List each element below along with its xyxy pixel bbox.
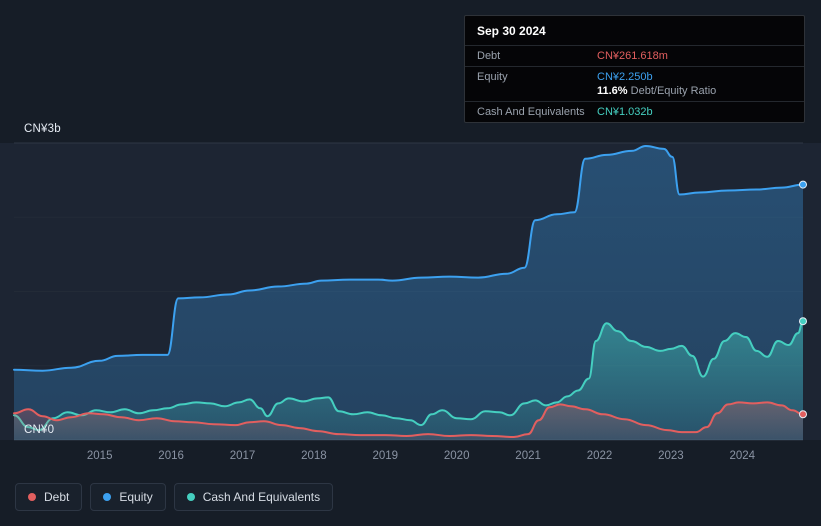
debt-end-marker xyxy=(799,410,807,419)
tooltip-cash-value: CN¥1.032b xyxy=(597,106,653,118)
cash-area xyxy=(14,321,803,440)
legend-chip-cash[interactable]: Cash And Equivalents xyxy=(173,483,334,511)
tooltip-equity-row: Equity CN¥2.250b 11.6% Debt/Equity Ratio xyxy=(465,67,804,101)
tooltip-divider xyxy=(465,66,804,67)
equity-legend-dot-icon xyxy=(103,493,112,501)
x-tick-label: 2022 xyxy=(587,450,613,462)
chart-legend: Debt Equity Cash And Equivalents xyxy=(15,483,334,511)
legend-label-debt: Debt xyxy=(44,490,70,504)
tooltip-ratio-value: 11.6% xyxy=(597,85,628,97)
tooltip-date: Sep 30 2024 xyxy=(477,24,546,38)
tooltip-divider xyxy=(465,101,804,102)
tooltip-cash-label: Cash And Equivalents xyxy=(477,106,585,118)
tooltip-equity-value-group: CN¥2.250b 11.6% Debt/Equity Ratio xyxy=(597,71,792,97)
x-tick-label: 2020 xyxy=(444,450,470,462)
x-tick-label: 2024 xyxy=(730,450,756,462)
chart-tooltip: Sep 30 2024 Debt CN¥261.618m Equity CN¥2… xyxy=(464,15,805,123)
x-tick-label: 2015 xyxy=(87,450,113,462)
tooltip-debt-value: CN¥261.618m xyxy=(597,50,668,62)
debt-legend-dot-icon xyxy=(28,493,36,501)
tooltip-ratio-line: 11.6% Debt/Equity Ratio xyxy=(597,85,792,97)
debt-line xyxy=(13,401,804,438)
y-axis-zero-label: CN¥0 xyxy=(24,424,55,436)
debt-area xyxy=(14,402,803,440)
equity-line xyxy=(13,145,804,372)
equity-end-marker xyxy=(799,180,807,189)
tooltip-equity-label: Equity xyxy=(477,71,508,83)
x-tick-label: 2019 xyxy=(373,450,399,462)
tooltip-debt-label: Debt xyxy=(477,50,501,62)
tooltip-ratio-label: Debt/Equity Ratio xyxy=(630,85,717,97)
legend-chip-debt[interactable]: Debt xyxy=(15,483,83,511)
tooltip-cash-row: Cash And Equivalents CN¥1.032b xyxy=(465,102,804,122)
cash-line xyxy=(13,320,804,432)
x-tick-label: 2017 xyxy=(230,450,256,462)
tooltip-debt-row: Debt CN¥261.618m xyxy=(465,46,804,66)
y-axis-max-label: CN¥3b xyxy=(24,123,61,135)
x-tick-label: 2023 xyxy=(658,450,684,462)
legend-chip-equity[interactable]: Equity xyxy=(90,483,166,511)
tooltip-divider xyxy=(465,45,804,46)
tooltip-equity-value: CN¥2.250b xyxy=(597,71,653,83)
x-tick-label: 2021 xyxy=(515,450,541,462)
legend-label-equity: Equity xyxy=(119,490,153,504)
x-tick-label: 2018 xyxy=(301,450,327,462)
cash-legend-dot-icon xyxy=(186,493,195,501)
legend-label-cash: Cash And Equivalents xyxy=(202,490,321,504)
cash-end-marker xyxy=(799,317,807,326)
x-tick-label: 2016 xyxy=(158,450,184,462)
